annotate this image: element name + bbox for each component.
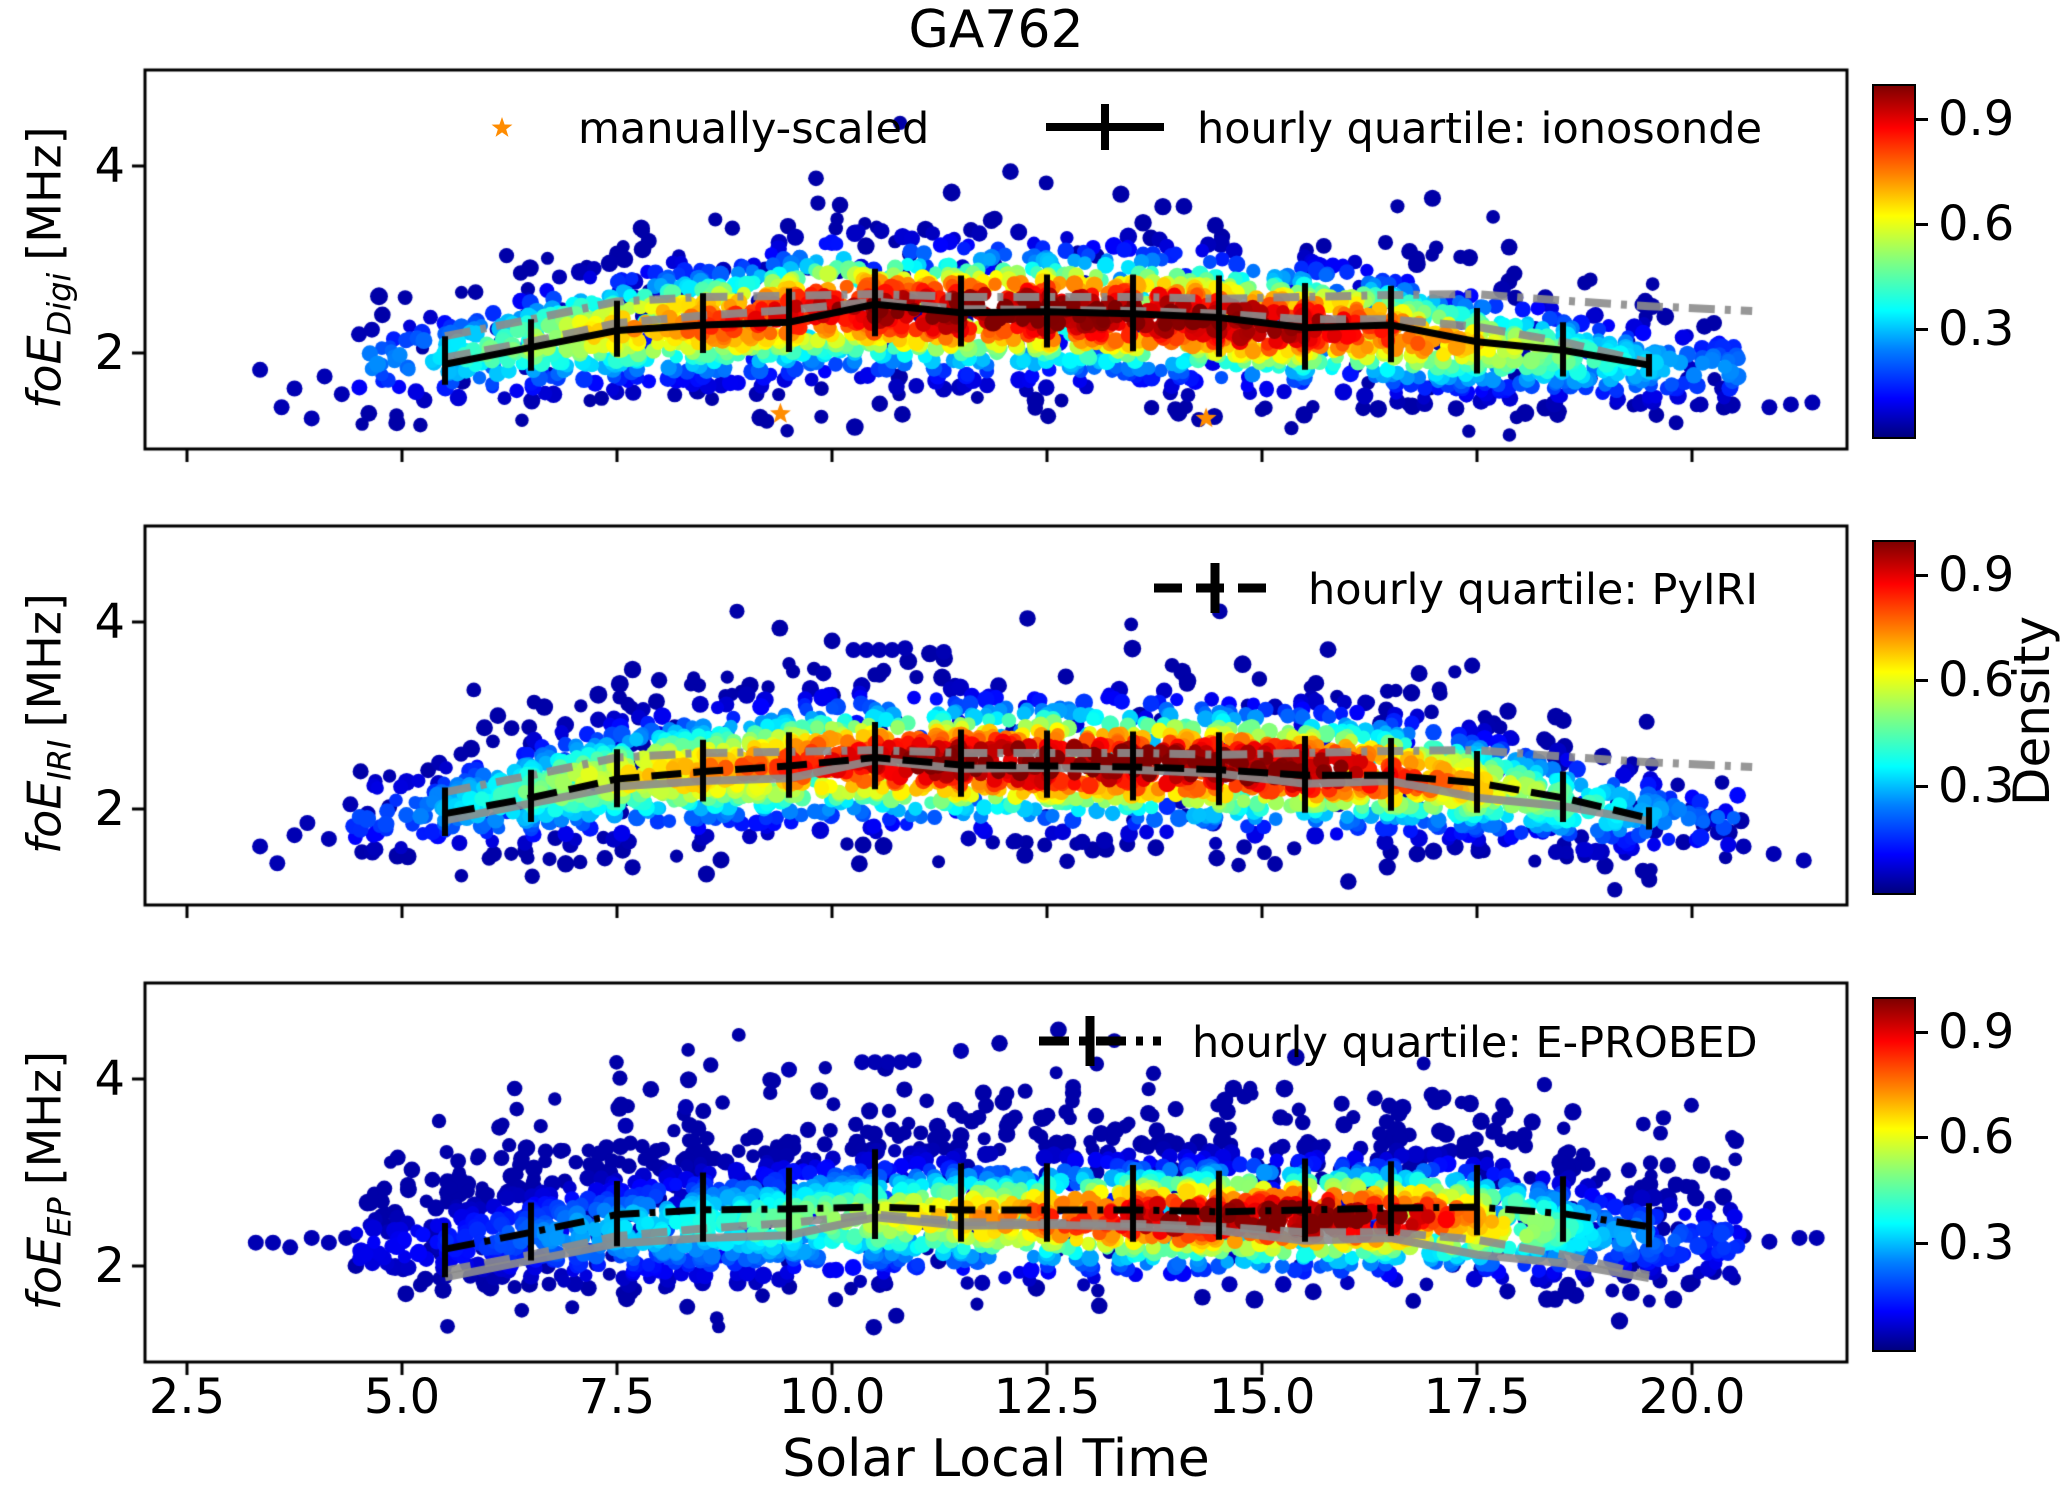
y-axis-label-digisonde: foEDigi[MHz] xyxy=(12,58,91,478)
quartile-eprobed-marker-icon xyxy=(1035,1013,1165,1073)
cb-tick-0.9-p3: 0.9 xyxy=(1938,1004,2015,1060)
manually-scaled-star-icon xyxy=(489,115,515,145)
y-tick-4-panel3: 4 xyxy=(94,1051,125,1107)
legend-label-quartile-eprobed: hourly quartile: E-PROBED xyxy=(1192,1018,1758,1068)
colorbar-panel1 xyxy=(1872,84,1916,439)
x-tick-20.0: 20.0 xyxy=(1638,1369,1746,1425)
colorbar-tick xyxy=(1916,574,1928,577)
ylabel-sub: Digi xyxy=(40,272,79,336)
colorbar-axis-label: Density xyxy=(2003,615,2061,807)
y-axis-label-pyiri: foEIRI[MHz] xyxy=(12,514,91,934)
cb-tick-0.3-p2: 0.3 xyxy=(1938,758,2015,814)
y-axis-label-eprobed: foEEP[MHz] xyxy=(12,971,91,1391)
cb-tick-0.6-p1: 0.6 xyxy=(1938,196,2015,252)
colorbar-tick xyxy=(1916,1136,1928,1139)
cb-tick-0.3-p1: 0.3 xyxy=(1938,301,2015,357)
colorbar-tick xyxy=(1916,328,1928,331)
ylabel-sub: EP xyxy=(40,1197,79,1237)
cb-tick-0.9-p1: 0.9 xyxy=(1938,91,2015,147)
colorbar-tick xyxy=(1916,223,1928,226)
y-tick-4-panel1: 4 xyxy=(94,138,125,194)
x-tick-5.0: 5.0 xyxy=(363,1369,441,1425)
quartile-pyiri-marker-icon xyxy=(1150,560,1280,620)
legend-label-quartile-ionosonde: hourly quartile: ionosonde xyxy=(1197,104,1763,154)
quartile-ionosonde-marker-icon xyxy=(1040,99,1170,159)
cb-tick-0.6-p3: 0.6 xyxy=(1938,1109,2015,1165)
x-axis-label: Solar Local Time xyxy=(782,1429,1210,1489)
colorbar-panel3 xyxy=(1872,997,1916,1352)
x-tick-15.0: 15.0 xyxy=(1208,1369,1316,1425)
x-tick-10.0: 10.0 xyxy=(778,1369,886,1425)
cb-tick-0.9-p2: 0.9 xyxy=(1938,547,2015,603)
colorbar-tick xyxy=(1916,785,1928,788)
legend-label-manually-scaled: manually-scaled xyxy=(578,104,930,154)
x-tick-12.5: 12.5 xyxy=(993,1369,1101,1425)
colorbar-panel2 xyxy=(1872,540,1916,895)
figure-title: GA762 xyxy=(908,0,1084,60)
colorbar-tick xyxy=(1916,118,1928,121)
cb-tick-0.3-p3: 0.3 xyxy=(1938,1215,2015,1271)
cb-tick-0.6-p2: 0.6 xyxy=(1938,652,2015,708)
y-tick-4-panel2: 4 xyxy=(94,594,125,650)
legend-label-quartile-pyiri: hourly quartile: PyIRI xyxy=(1308,565,1759,615)
colorbar-tick xyxy=(1916,1242,1928,1245)
x-tick-17.5: 17.5 xyxy=(1423,1369,1531,1425)
colorbar-tick xyxy=(1916,679,1928,682)
y-tick-2-panel2: 2 xyxy=(94,781,125,837)
x-tick-7.5: 7.5 xyxy=(578,1369,656,1425)
y-tick-2-panel3: 2 xyxy=(94,1238,125,1294)
colorbar-tick xyxy=(1916,1031,1928,1034)
x-tick-2.5: 2.5 xyxy=(148,1369,226,1425)
ylabel-sub: IRI xyxy=(40,739,79,781)
y-tick-2-panel1: 2 xyxy=(94,325,125,381)
